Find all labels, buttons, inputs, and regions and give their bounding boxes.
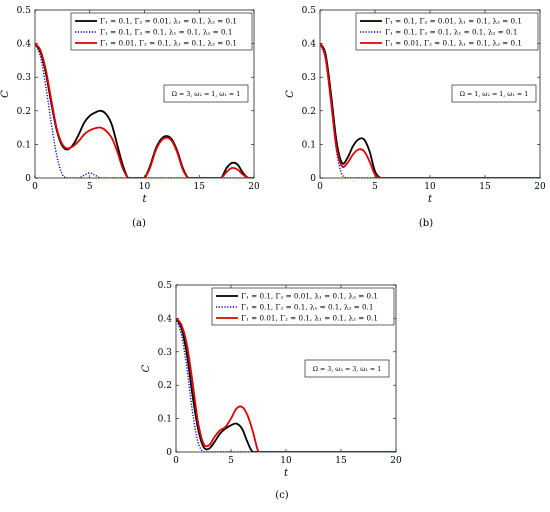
y-tick-label: 0.2 bbox=[302, 107, 316, 117]
x-tick-label: 0 bbox=[173, 456, 179, 466]
series-line-3 bbox=[176, 317, 396, 452]
x-tick-label: 5 bbox=[228, 456, 234, 466]
y-tick-label: 0.4 bbox=[158, 314, 173, 324]
y-tick-label: 0.5 bbox=[158, 281, 173, 291]
x-tick-label: 15 bbox=[479, 182, 491, 192]
series-line-2 bbox=[176, 318, 396, 452]
x-tick-label: 5 bbox=[87, 182, 93, 192]
y-tick-label: 0.3 bbox=[17, 73, 32, 83]
y-tick-label: 0.3 bbox=[302, 73, 317, 83]
y-tick-label: 0.3 bbox=[158, 348, 173, 358]
y-tick-label: 0 bbox=[310, 174, 316, 184]
y-tick-label: 0.2 bbox=[17, 107, 31, 117]
y-tick-label: 0.1 bbox=[302, 140, 316, 150]
parameter-box bbox=[451, 84, 537, 103]
parameter-annotation: Ω = 3, ω₂ = 1, ω₁ = 1 bbox=[172, 91, 240, 98]
x-tick-label: 0 bbox=[317, 182, 323, 192]
parameter-box bbox=[163, 84, 249, 103]
x-tick-label: 15 bbox=[335, 456, 347, 466]
legend-box bbox=[70, 12, 253, 51]
x-tick-label: 20 bbox=[534, 182, 546, 192]
legend-entry-3: Γ₁ = 0.01, Γ₂ = 0.1, λ₁ = 0.1, λ₂ = 0.1 bbox=[385, 39, 522, 48]
y-tick-label: 0.1 bbox=[158, 415, 172, 425]
chart-panel-a: 0 5 10 15 20 0 0.1 0.2 0.3 0.4 0.5 t C Γ₁ = 0.1, Γ₂ =… bbox=[0, 6, 260, 229]
parameter-box bbox=[304, 359, 390, 378]
y-tick-label: 0.5 bbox=[17, 6, 32, 16]
x-tick-label: 20 bbox=[390, 456, 402, 466]
chart-panel-b: 0 5 10 15 20 0 0.1 0.2 0.3 0.4 0.5 t C Γ₁ = 0.1, Γ₂ =… bbox=[285, 6, 546, 229]
y-tick-label: 0.1 bbox=[17, 140, 31, 150]
panel-caption: (c) bbox=[275, 490, 289, 501]
x-tick-label: 15 bbox=[194, 182, 206, 192]
x-axis-label: t bbox=[142, 194, 147, 205]
series-line-1 bbox=[320, 43, 540, 178]
legend-box bbox=[355, 12, 539, 51]
x-axis-label: t bbox=[284, 468, 289, 479]
x-tick-label: 20 bbox=[248, 182, 260, 192]
y-tick-label: 0.4 bbox=[17, 40, 32, 50]
x-tick-label: 10 bbox=[280, 456, 292, 466]
x-tick-label: 10 bbox=[424, 182, 436, 192]
legend-entry-1: Γ₁ = 0.1, Γ₂ = 0.01, λ₁ = 0.1, λ₂ = 0.1 bbox=[385, 17, 522, 26]
legend-entry-2: Γ₁ = 0.1, Γ₂ = 0.1, λ₁ = 0.1, λ₂ = 0.1 bbox=[385, 28, 517, 37]
legend-entry-3: Γ₁ = 0.01, Γ₂ = 0.1, λ₁ = 0.1, λ₂ = 0.1 bbox=[241, 314, 378, 323]
legend-entry-2: Γ₁ = 0.1, Γ₂ = 0.1, λ₁ = 0.1, λ₂ = 0.1 bbox=[241, 303, 373, 312]
y-axis-label: C bbox=[141, 364, 152, 372]
chart-panel-c: 0 5 10 15 20 0 0.1 0.2 0.3 0.4 0.5 t C Γ₁ = 0.1, Γ₂ =… bbox=[141, 281, 402, 501]
y-axis-label: C bbox=[285, 90, 296, 98]
y-tick-label: 0.5 bbox=[302, 6, 317, 16]
legend-entry-1: Γ₁ = 0.1, Γ₂ = 0.01, λ₁ = 0.1, λ₂ = 0.1 bbox=[241, 292, 378, 301]
x-tick-label: 5 bbox=[372, 182, 378, 192]
series-line-1 bbox=[176, 317, 396, 452]
y-tick-label: 0.4 bbox=[302, 40, 317, 50]
y-tick-label: 0.2 bbox=[158, 381, 172, 391]
panel-caption: (a) bbox=[132, 218, 146, 229]
y-tick-label: 0 bbox=[25, 174, 31, 184]
legend-box bbox=[211, 287, 395, 326]
x-axis-label: t bbox=[428, 194, 433, 205]
legend-entry-3: Γ₁ = 0.01, Γ₂ = 0.1, λ₁ = 0.1, λ₂ = 0.1 bbox=[100, 39, 237, 48]
legend-entry-2: Γ₁ = 0.1, Γ₂ = 0.1, λ₁ = 0.1, λ₂ = 0.1 bbox=[100, 28, 232, 37]
legend-entry-1: Γ₁ = 0.1, Γ₂ = 0.01, λ₁ = 0.1, λ₂ = 0.1 bbox=[100, 17, 237, 26]
series-line-3 bbox=[35, 42, 254, 178]
x-tick-label: 0 bbox=[32, 182, 38, 192]
parameter-annotation: Ω = 3, ω₂ = 3, ω₁ = 1 bbox=[313, 366, 381, 373]
parameter-annotation: Ω = 1, ω₂ = 1, ω₁ = 1 bbox=[460, 91, 528, 98]
series-line-3 bbox=[320, 43, 540, 178]
series-line-2 bbox=[35, 43, 254, 178]
x-tick-label: 10 bbox=[139, 182, 151, 192]
y-tick-label: 0 bbox=[166, 448, 172, 458]
y-axis-label: C bbox=[0, 90, 11, 98]
panel-caption: (b) bbox=[419, 218, 433, 229]
